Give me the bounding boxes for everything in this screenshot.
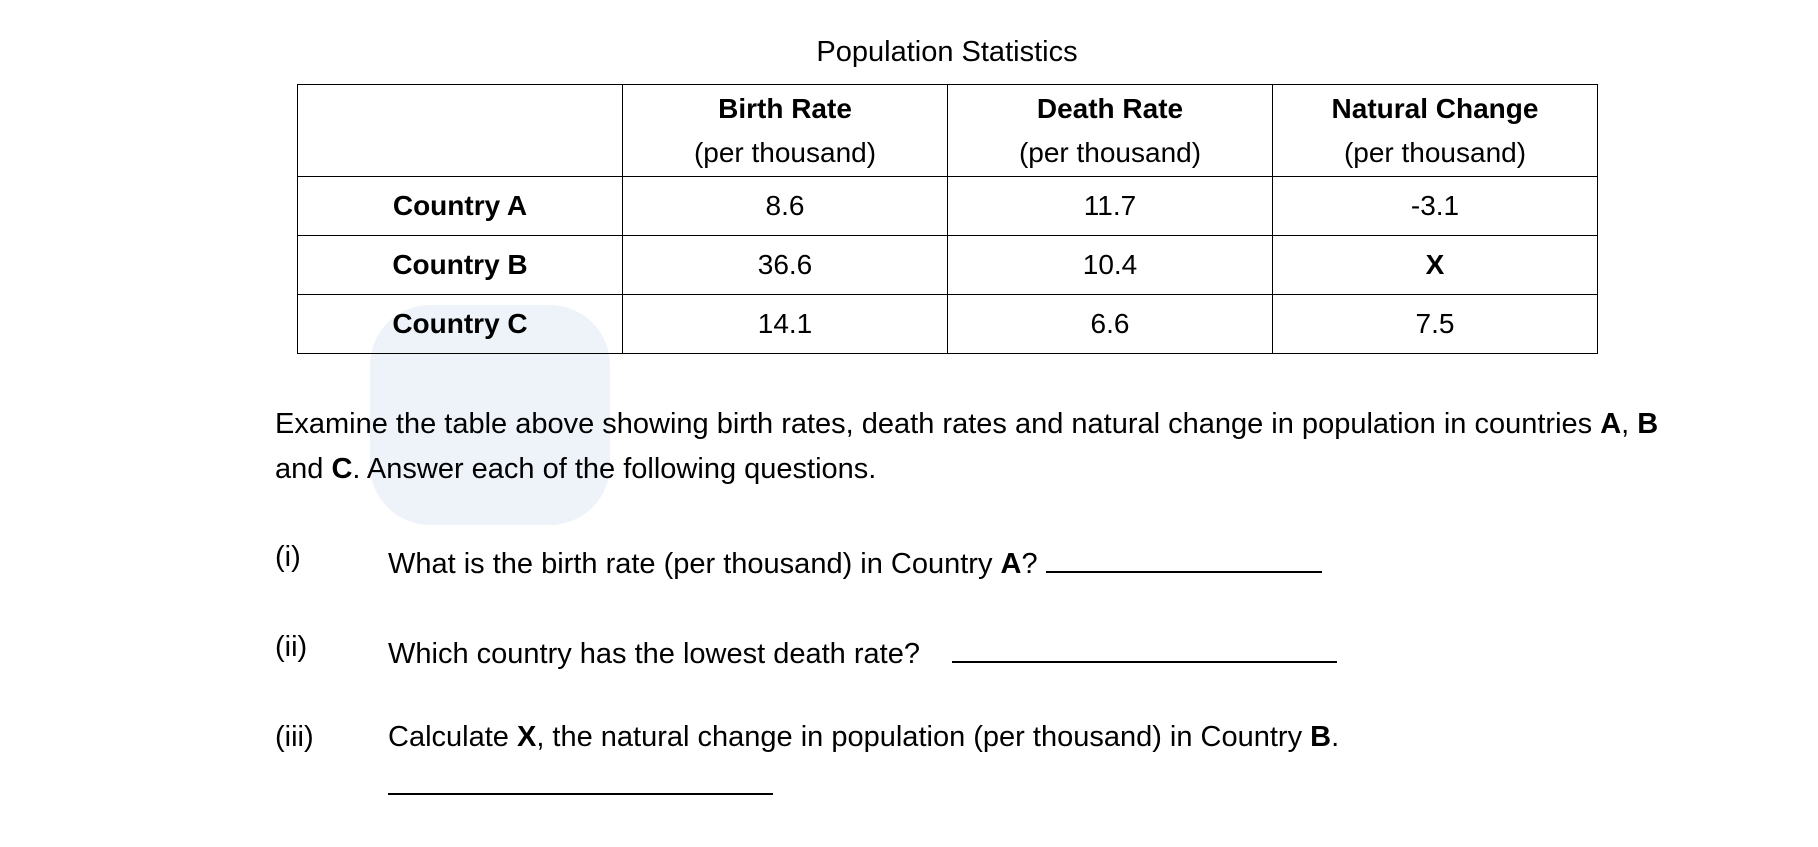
cell: 10.4 [947,235,1273,295]
cell: 8.6 [622,176,948,236]
table-title: Population Statistics [816,36,1078,68]
cell: 14.1 [622,294,948,354]
intro-paragraph: Examine the table above showing birth ra… [275,408,1659,485]
row-label: Country C [297,294,623,354]
header-birth-rate: Birth Rate (per thousand) [622,84,948,177]
table-row: Country A 8.6 11.7 -3.1 [297,176,1598,236]
answer-line[interactable] [1045,541,1322,573]
row-label: Country A [297,176,623,236]
cell: -3.1 [1272,176,1598,236]
cell: 11.7 [947,176,1273,236]
answer-line[interactable] [952,631,1338,663]
header-natural-change: Natural Change (per thousand) [1272,84,1598,177]
cell: 7.5 [1272,294,1598,354]
header-empty-cell [297,84,623,177]
answer-line-3[interactable] [388,793,773,795]
table-header-row: Birth Rate (per thousand) Death Rate (per … [297,84,1598,177]
cell: 6.6 [947,294,1273,354]
cell: 36.6 [622,235,948,295]
header-death-rate: Death Rate (per thousand) [947,84,1273,177]
row-label: Country B [297,235,623,295]
population-table: Birth Rate (per thousand) Death Rate (per … [297,84,1598,354]
table-row: Country B 36.6 10.4 X [297,235,1598,295]
table-row: Country C 14.1 6.6 7.5 [297,294,1598,354]
cell: X [1272,235,1598,295]
